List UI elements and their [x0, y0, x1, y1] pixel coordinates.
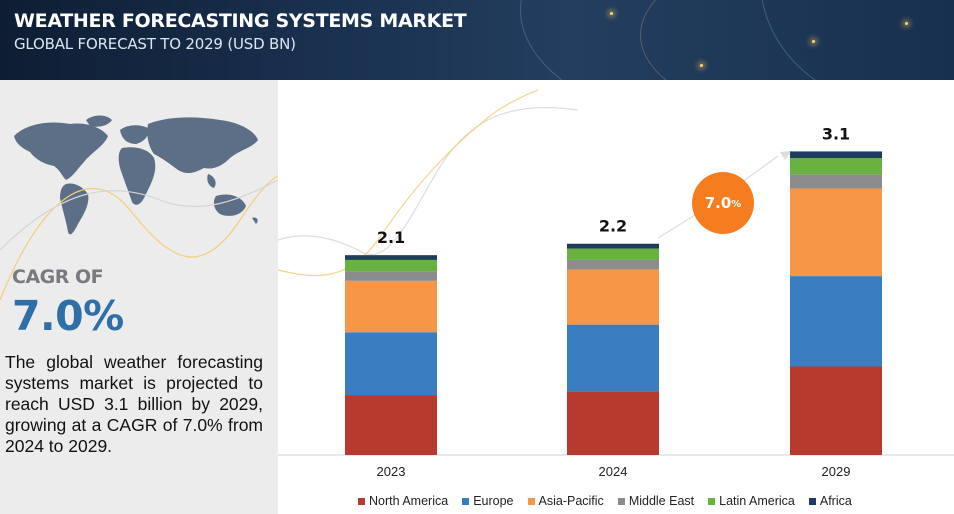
x-tick-label: 2023: [377, 464, 406, 479]
decor-wave: [278, 106, 579, 256]
legend-item: Asia-Pacific: [527, 494, 604, 508]
bar-segment-2029-africa: [790, 151, 882, 159]
bar-segment-2023-latin-america: [345, 259, 437, 272]
trend-arrowhead: [780, 151, 792, 160]
bar-segment-2024-africa: [567, 243, 659, 249]
cagr-value: 7.0%: [12, 292, 124, 340]
bar-segment-2024-latin-america: [567, 248, 659, 260]
bar-segment-2023-middle-east: [345, 271, 437, 281]
decor-light: [905, 22, 908, 25]
bar-segment-2023-north-america: [345, 395, 437, 455]
page-title: WEATHER FORECASTING SYSTEMS MARKET: [14, 10, 467, 32]
x-tick-label: 2024: [599, 464, 628, 479]
bar-segment-2029-north-america: [790, 366, 882, 455]
bar-segment-2029-asia-pacific: [790, 188, 882, 277]
bar-segment-2029-europe: [790, 276, 882, 367]
bar-segment-2023-asia-pacific: [345, 280, 437, 333]
bar-total-label: 2.1: [377, 228, 405, 247]
legend-swatch: [527, 497, 535, 505]
cagr-label: CAGR OF: [12, 266, 104, 288]
legend-label: Asia-Pacific: [538, 494, 604, 508]
legend-label: Latin America: [719, 494, 795, 508]
bar-segment-2024-north-america: [567, 391, 659, 455]
decor-streak: [640, 0, 954, 80]
bar-segment-2024-europe: [567, 324, 659, 392]
legend-swatch: [358, 497, 365, 505]
market-description: The global weather forecasting systems m…: [5, 352, 263, 456]
bar-segment-2023-europe: [345, 332, 437, 396]
decor-wave: [0, 175, 278, 301]
legend-item: Middle East: [617, 494, 695, 508]
decor-light: [700, 64, 703, 67]
cagr-bubble: 7.0%: [692, 172, 754, 234]
bar-total-label: 3.1: [822, 124, 850, 143]
decor-light: [610, 12, 613, 15]
cagr-bubble-unit: %: [731, 199, 742, 210]
decor-light: [812, 40, 815, 43]
page-subtitle: GLOBAL FORECAST TO 2029 (USD BN): [14, 35, 296, 53]
legend-label: Africa: [819, 494, 852, 508]
legend-item: Latin America: [708, 494, 795, 508]
header-banner: WEATHER FORECASTING SYSTEMS MARKET GLOBA…: [0, 0, 954, 80]
stacked-bar-chart: 2.1 2023 2.2 2024 3.1 2029 7.0% North America…: [278, 80, 954, 514]
legend-item: North America: [358, 494, 448, 508]
legend-label: Middle East: [628, 494, 695, 508]
x-tick-label: 2029: [822, 464, 851, 479]
legend-swatch: [708, 497, 716, 505]
bar-segment-2024-middle-east: [567, 259, 659, 270]
summary-panel: CAGR OF 7.0% The global weather forecast…: [0, 80, 278, 514]
bar-segment-2024-asia-pacific: [567, 269, 659, 325]
chart-legend: North America Europe Asia-Pacific Middle Ea…: [358, 494, 852, 508]
chart-canvas: 2.1 2023 2.2 2024 3.1 2029: [278, 89, 954, 479]
legend-swatch: [617, 497, 625, 505]
legend-item: Africa: [808, 494, 852, 508]
legend-label: Europe: [473, 494, 514, 508]
bar-segment-2029-middle-east: [790, 174, 882, 189]
cagr-bubble-value: 7.0: [704, 194, 732, 212]
bar-segment-2023-africa: [345, 255, 437, 260]
legend-label: North America: [369, 494, 449, 508]
bar-total-label: 2.2: [599, 217, 627, 236]
legend-item: Europe: [462, 494, 514, 508]
legend-swatch: [808, 497, 816, 505]
decor-wave: [278, 89, 539, 277]
legend-swatch: [462, 497, 470, 505]
bar-segment-2029-latin-america: [790, 158, 882, 175]
